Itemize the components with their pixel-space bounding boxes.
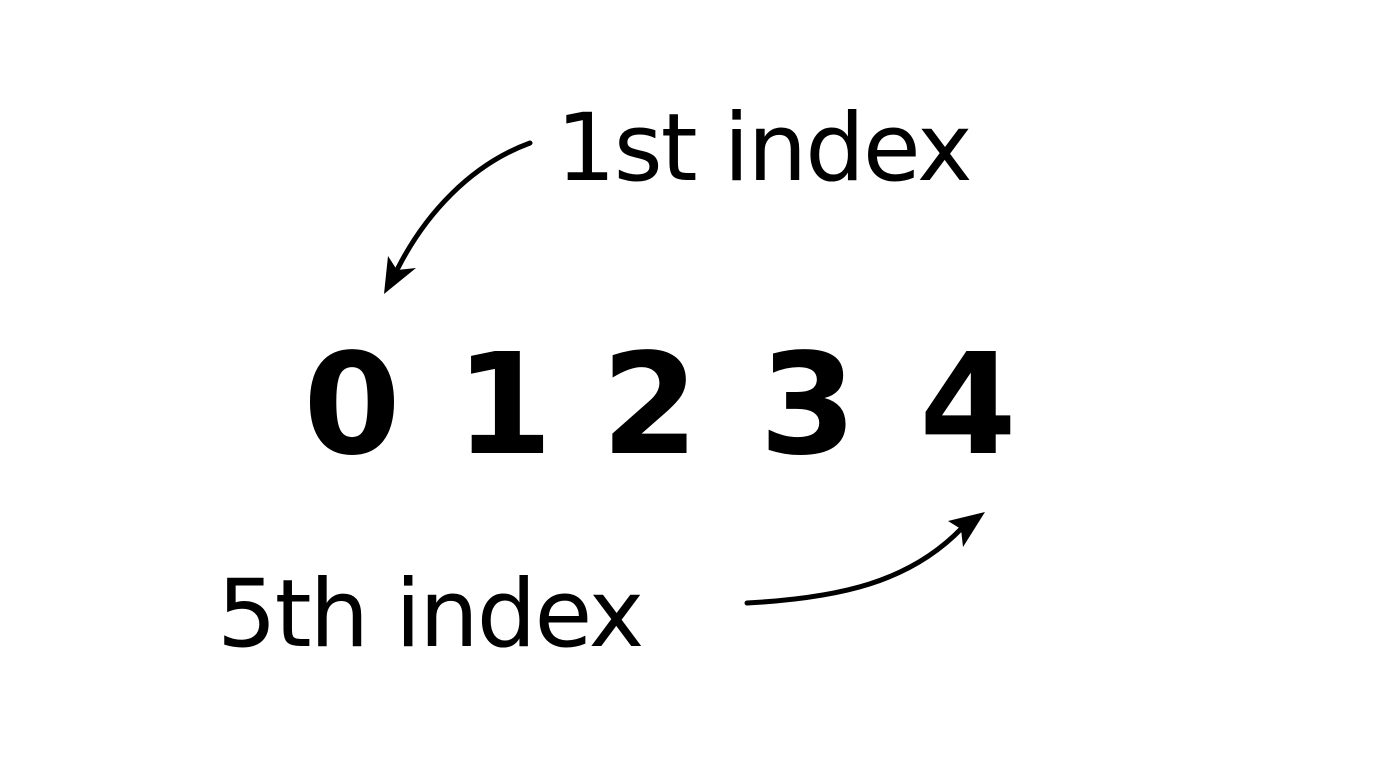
digit-3: 3 bbox=[759, 324, 856, 487]
top-index-label: 1st index bbox=[556, 94, 971, 203]
bottom-arrow-icon bbox=[744, 512, 985, 606]
digit-2: 2 bbox=[601, 324, 698, 487]
digit-4: 4 bbox=[919, 324, 1016, 487]
digit-0: 0 bbox=[303, 324, 400, 487]
digit-row: 0 1 2 3 4 bbox=[303, 324, 1016, 487]
digit-1: 1 bbox=[455, 324, 552, 487]
top-arrow-icon bbox=[384, 140, 533, 294]
bottom-index-label: 5th index bbox=[217, 560, 642, 669]
